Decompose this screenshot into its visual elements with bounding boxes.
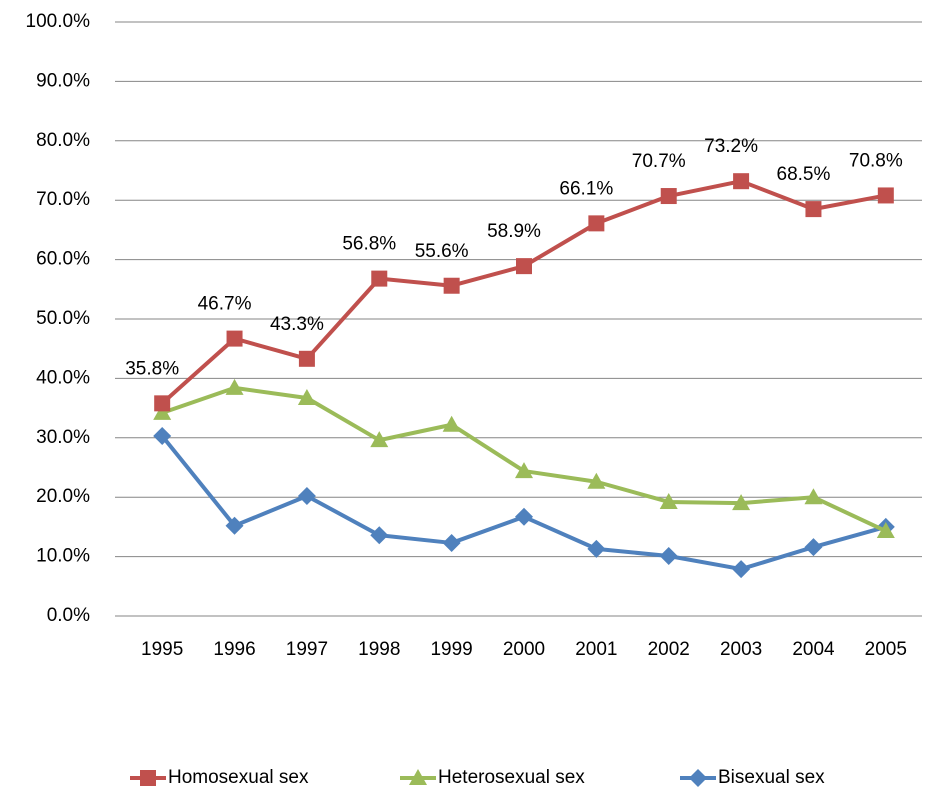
y-tick-label: 80.0% [36,130,90,151]
x-tick-label: 2001 [575,639,617,660]
data-point [876,522,895,539]
data-label: 66.1% [559,178,613,199]
data-label: 56.8% [342,234,396,255]
data-point [516,258,532,275]
data-point [442,415,461,432]
data-point [587,539,606,558]
data-point [877,187,894,204]
data-label: 70.7% [632,151,686,172]
data-label: 58.9% [487,221,541,242]
data-point [153,403,172,420]
y-tick-label: 100.0% [26,11,91,32]
x-tick-label: 1999 [430,639,472,660]
legend-label: Bisexual sex [718,767,825,788]
series-line [160,434,887,572]
x-tick-label: 1998 [358,639,400,660]
data-point [297,389,316,406]
y-tick-label: 90.0% [36,70,90,91]
data-point [442,533,461,552]
x-tick-label: 1996 [213,639,255,660]
x-tick-label: 1997 [286,639,328,660]
data-point [515,507,533,526]
data-label: 46.7% [198,294,252,315]
data-point [804,538,823,557]
data-point [804,488,823,505]
data-label: 68.5% [777,164,831,185]
data-point [587,472,606,489]
y-tick-label: 70.0% [36,189,90,210]
data-point [225,378,244,395]
y-tick-label: 40.0% [36,367,90,388]
x-tick-label: 2003 [720,639,762,660]
data-point [515,462,533,479]
data-point [370,431,389,448]
data-point [225,516,244,535]
x-tick-label: 2005 [865,639,907,660]
y-tick-label: 20.0% [36,486,90,507]
y-tick-label: 50.0% [36,308,90,329]
data-point [226,330,243,347]
data-point [805,201,822,218]
data-point [732,494,751,511]
legend-marker [140,770,156,786]
x-tick-label: 2004 [792,639,835,660]
data-point [370,526,389,545]
data-label: 73.2% [704,136,758,157]
series-line [160,179,887,405]
y-tick-label: 0.0% [47,605,90,626]
data-point [733,173,750,190]
data-point [297,487,316,506]
y-tick-label: 30.0% [36,427,90,448]
legend-marker [409,769,427,785]
data-label: 35.8% [125,358,179,379]
data-point [153,427,172,446]
x-tick-label: 2000 [503,639,545,660]
data-point [732,560,751,579]
y-tick-label: 60.0% [36,249,90,270]
data-point [659,492,678,509]
data-label: 70.8% [849,150,903,171]
data-point [298,350,315,367]
x-tick-label: 1995 [141,639,183,660]
x-tick-label: 2002 [648,639,690,660]
data-point [443,277,460,294]
data-label: 43.3% [270,314,324,335]
data-point [588,215,605,232]
data-point [154,395,171,412]
legend-label: Heterosexual sex [438,767,585,788]
data-point [660,188,677,205]
data-label: 55.6% [415,241,469,262]
legend-label: Homosexual sex [168,767,309,788]
legend-marker [689,769,707,787]
y-tick-label: 10.0% [36,546,90,567]
data-point [371,270,388,287]
data-point [659,547,678,566]
